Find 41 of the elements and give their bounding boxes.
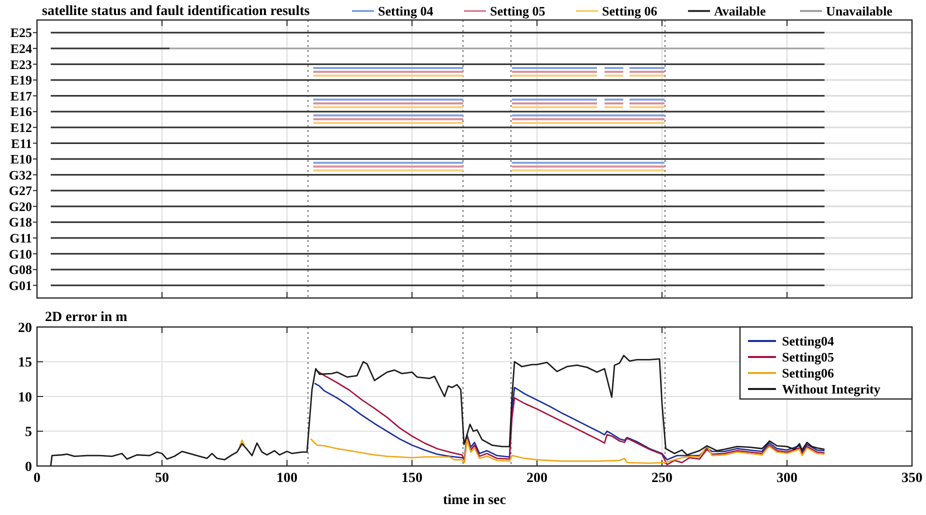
x-tick-label: 100: [276, 471, 298, 486]
y-tick-label: E16: [10, 104, 32, 120]
y-tick-label: 20: [18, 320, 32, 336]
y-tick-label: G11: [10, 230, 32, 246]
y-tick-label: 0: [25, 460, 32, 475]
y-tick-label: E25: [10, 25, 32, 40]
x-tick-label: 350: [902, 471, 922, 486]
y-tick-label: E12: [10, 120, 32, 135]
chart-title: 2D error in m: [45, 310, 128, 325]
y-tick-label: G20: [8, 198, 32, 214]
x-tick-label: 200: [526, 471, 548, 486]
x-tick-label: 300: [776, 471, 798, 486]
y-tick-label: E10: [10, 152, 32, 167]
chart-title: satellite status and fault identification results: [42, 4, 310, 19]
legend-label: Without Integrity: [782, 382, 881, 397]
x-tick-label: 150: [402, 471, 422, 486]
y-tick-label: 10: [18, 390, 32, 406]
y-tick-label: G08: [8, 262, 32, 278]
legend-label: Setting 04: [378, 4, 434, 19]
y-tick-label: E19: [10, 72, 32, 88]
y-tick-label: 15: [18, 356, 32, 371]
y-tick-label: E17: [10, 88, 32, 104]
legend-label: Setting 06: [602, 4, 658, 19]
y-tick-label: E24: [10, 40, 32, 56]
y-tick-label: G18: [8, 214, 32, 230]
y-tick-label: 5: [25, 425, 32, 440]
y-tick-label: E23: [10, 56, 32, 72]
legend-label: Setting04: [782, 334, 834, 349]
y-tick-label: E11: [11, 136, 32, 151]
x-tick-label: 50: [155, 471, 169, 486]
x-axis-title: time in sec: [443, 493, 506, 508]
y-tick-label: G10: [8, 246, 32, 262]
x-tick-label: 250: [652, 471, 672, 486]
y-tick-label: G01: [8, 278, 32, 293]
legend-label: Unavailable: [826, 4, 893, 19]
legend-label: Setting 05: [490, 4, 546, 19]
legend-label: Setting06: [782, 366, 834, 381]
y-tick-label: G27: [8, 183, 32, 198]
y-tick-label: G32: [8, 167, 32, 182]
legend-label: Available: [714, 4, 766, 19]
legend-label: Setting05: [782, 350, 834, 365]
